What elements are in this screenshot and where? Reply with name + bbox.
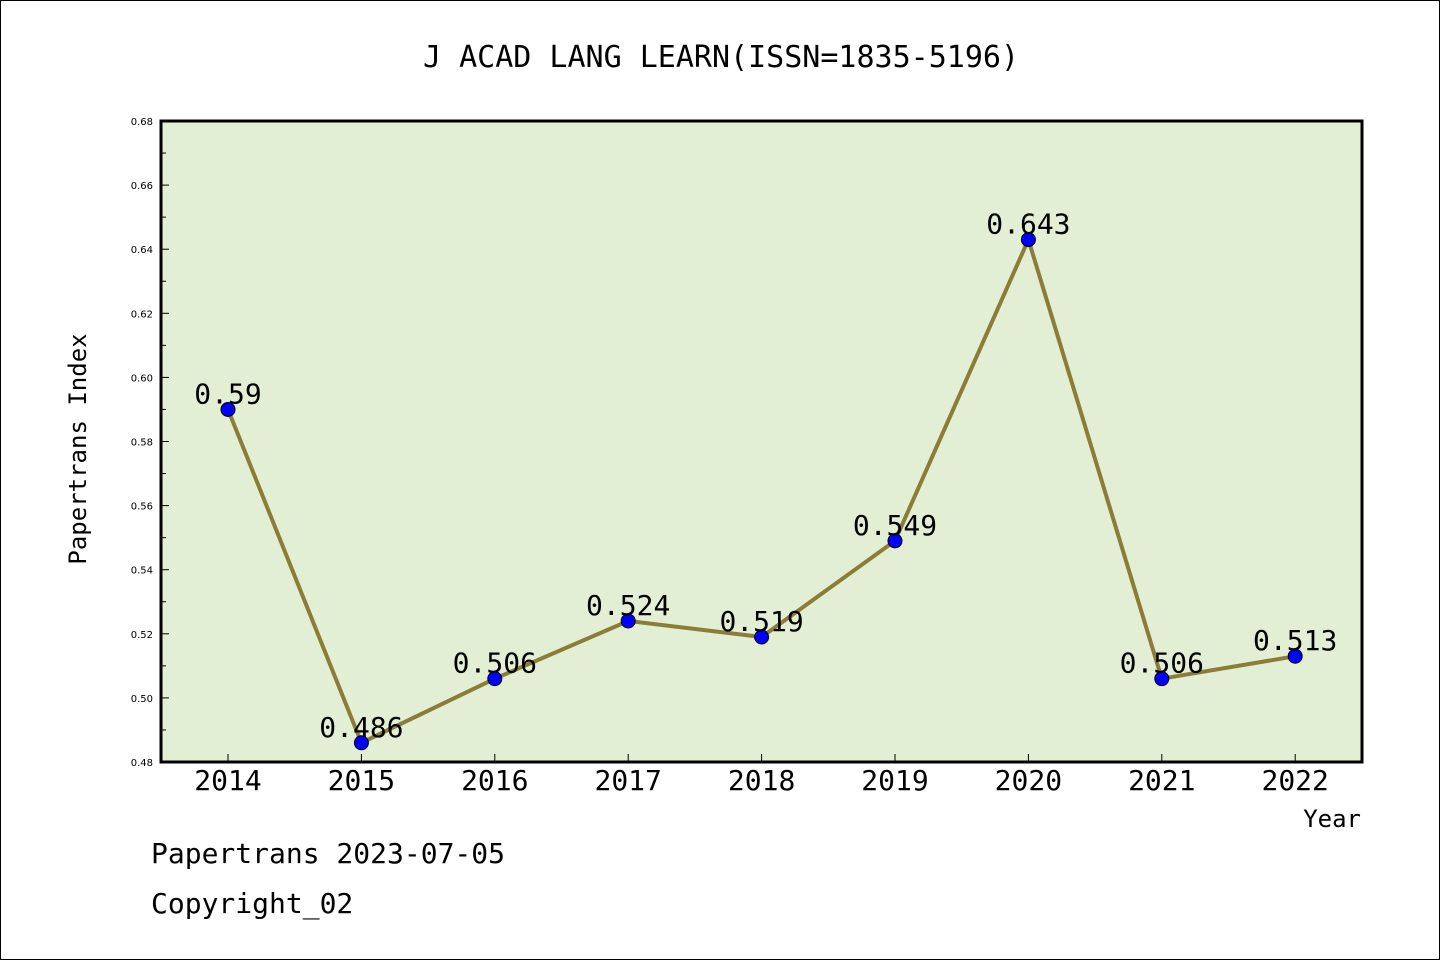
data-point-marker: [754, 629, 770, 645]
y-tick-label: 0.60: [131, 373, 153, 384]
y-tick-label: 0.64: [131, 245, 153, 256]
y-tick-label: 0.62: [131, 309, 153, 320]
y-tick-label: 0.56: [131, 502, 153, 513]
y-axis-label: Papertrans Index: [64, 333, 92, 564]
x-tick-label: 2022: [1261, 764, 1328, 797]
x-tick-label: 2016: [461, 764, 528, 797]
chart-title: J ACAD LANG LEARN(ISSN=1835-5196): [423, 40, 1019, 75]
data-point-marker: [1154, 671, 1170, 687]
y-tick-label: 0.66: [131, 181, 153, 192]
footer-copyright: Copyright_02: [151, 887, 354, 920]
x-tick-label: 2021: [1128, 764, 1195, 797]
plot-area: [159, 119, 1364, 764]
data-point-marker: [353, 735, 369, 751]
data-point-marker: [220, 401, 236, 417]
data-point-marker: [487, 671, 503, 687]
data-label: 0.549: [853, 509, 937, 542]
y-tick-label: 0.54: [131, 566, 153, 577]
data-label: 0.524: [586, 589, 670, 622]
x-tick-label: 2019: [861, 764, 928, 797]
data-label: 0.513: [1253, 624, 1337, 657]
data-label: 0.506: [453, 647, 537, 680]
y-tick-label: 0.58: [131, 438, 153, 449]
series-group: 0.59 0.486 0.506 0.524 0.519 0.549 0.643 0.506 0…: [194, 208, 1337, 751]
x-tick-label: 2017: [594, 764, 661, 797]
data-label: 0.506: [1120, 647, 1204, 680]
y-tick-label: 0.50: [131, 694, 153, 705]
x-axis-ticks: 2014 2015 2016 2017 2018 2019 2020 2021 2022: [194, 754, 1329, 797]
data-label: 0.519: [719, 605, 803, 638]
x-tick-label: 2014: [194, 764, 261, 797]
x-tick-label: 2020: [995, 764, 1062, 797]
data-point-marker: [1287, 648, 1303, 664]
x-axis-label: Year: [1303, 805, 1361, 833]
footer-date: Papertrans 2023-07-05: [151, 837, 506, 870]
data-label: 0.59: [194, 377, 261, 410]
data-label: 0.643: [986, 208, 1070, 241]
y-tick-label: 0.68: [131, 117, 153, 128]
data-point-marker: [887, 533, 903, 549]
data-label: 0.486: [319, 711, 403, 744]
y-tick-label: 0.48: [131, 758, 153, 769]
x-tick-label: 2015: [328, 764, 395, 797]
y-axis-ticks: 0.48 0.50 0.52 0.54 0.56 0.58 0.60 0.62 0.64 0.66…: [131, 117, 169, 769]
data-point-marker: [1020, 232, 1036, 248]
y-tick-label: 0.52: [131, 630, 153, 641]
x-tick-label: 2018: [728, 764, 795, 797]
data-point-marker: [620, 613, 636, 629]
